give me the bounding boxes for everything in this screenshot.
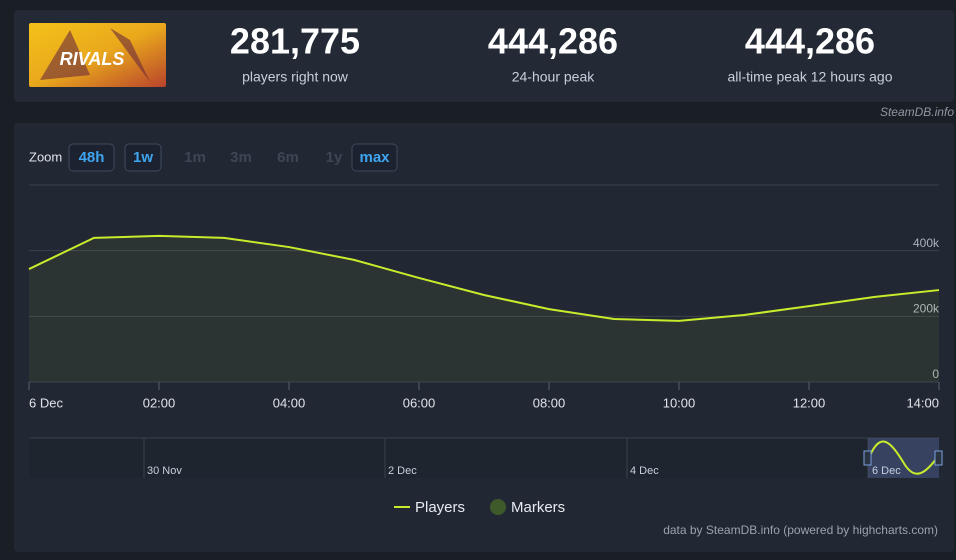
stats-panel xyxy=(14,10,954,102)
x-tick-label: 02:00 xyxy=(143,395,176,410)
plot: 0 200k 400k 6 Dec 02:00 04:00 06:00 08:00 10:00 1… xyxy=(28,234,940,410)
stat-label: all-time peak 12 hours ago xyxy=(728,69,893,85)
legend-marker xyxy=(490,499,506,515)
series-area xyxy=(29,235,939,382)
zoom-button[interactable] xyxy=(124,143,162,172)
zoom-button-label: 1y xyxy=(326,149,343,166)
navigator-line xyxy=(867,440,940,475)
x-tick-label: 6 Dec xyxy=(29,395,63,410)
navigator-label: 2 Dec xyxy=(388,465,417,477)
logo-text: RIVALS xyxy=(60,49,125,69)
x-tick-label: 12:00 xyxy=(793,395,826,410)
zoom-button[interactable] xyxy=(351,143,398,172)
navigator-label: 4 Dec xyxy=(630,465,659,477)
legend-label[interactable]: Markers xyxy=(511,499,565,516)
stat-value: 444,286 xyxy=(488,21,618,62)
series-line xyxy=(28,234,940,322)
stat-value: 444,286 xyxy=(745,21,875,62)
navigator-label: 6 Dec xyxy=(872,465,901,477)
zoom-buttons: 48h 1w 1m 3m 6m 1y max xyxy=(68,143,398,172)
stat-label: players right now xyxy=(242,69,349,85)
zoom-button-label[interactable]: max xyxy=(359,149,390,166)
zoom-button-label[interactable]: 1w xyxy=(133,149,153,166)
stat-value: 281,775 xyxy=(230,21,360,62)
x-tick-label: 14:00 xyxy=(906,395,939,410)
x-tick-label: 08:00 xyxy=(533,395,566,410)
zoom-button-label[interactable]: 48h xyxy=(79,149,105,166)
x-tick-label: 10:00 xyxy=(663,395,696,410)
zoom-button-label: 1m xyxy=(184,149,206,166)
zoom-button-label: 3m xyxy=(230,149,252,166)
legend-label[interactable]: Players xyxy=(415,499,465,516)
zoom-label: Zoom xyxy=(29,149,62,164)
navigator-label: 30 Nov xyxy=(147,465,182,477)
navigator-handle[interactable] xyxy=(863,450,872,466)
y-tick-label: 400k xyxy=(913,236,940,250)
credits[interactable]: data by SteamDB.info (powered by highcha… xyxy=(663,523,938,537)
zoom-button-label: 6m xyxy=(277,149,299,166)
y-tick-label: 200k xyxy=(913,302,940,316)
navigator-handle[interactable] xyxy=(934,450,943,466)
stat-label: 24-hour peak xyxy=(512,69,596,85)
zoom-button[interactable] xyxy=(68,143,115,172)
source[interactable]: SteamDB.info xyxy=(880,105,954,119)
x-tick-label: 06:00 xyxy=(403,395,436,410)
y-tick-label: 0 xyxy=(932,367,939,381)
x-tick-label: 04:00 xyxy=(273,395,306,410)
navigator-selection[interactable] xyxy=(868,438,939,478)
logo-art xyxy=(40,28,150,82)
navigator xyxy=(29,438,939,478)
